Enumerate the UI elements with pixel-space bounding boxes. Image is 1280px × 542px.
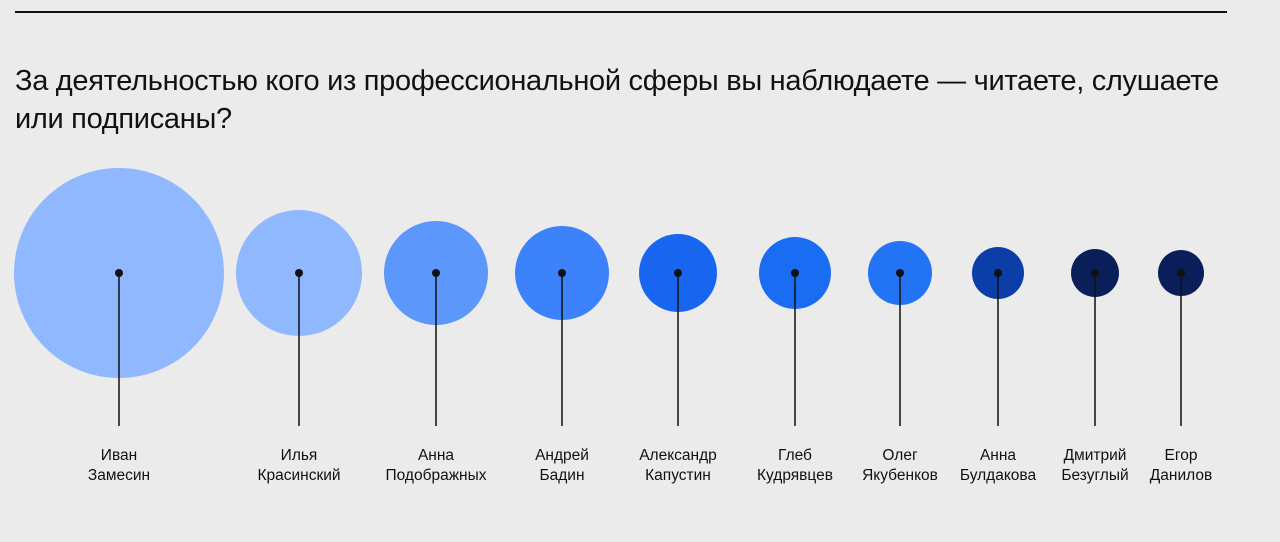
person-label-1: Иван Замесин bbox=[88, 447, 150, 484]
person-label-5: Александр Капустин bbox=[639, 447, 717, 484]
person-first-name: Анна bbox=[418, 447, 454, 464]
person-first-name: Дмитрий bbox=[1064, 447, 1127, 464]
person-first-name: Глеб bbox=[778, 447, 812, 464]
person-first-name: Егор bbox=[1165, 447, 1198, 464]
person-label-9: Дмитрий Безуглый bbox=[1061, 447, 1128, 484]
center-dot-9 bbox=[1091, 269, 1099, 277]
top-divider bbox=[15, 11, 1227, 13]
center-dot-1 bbox=[115, 269, 123, 277]
person-first-name: Иван bbox=[101, 447, 137, 464]
center-dot-10 bbox=[1177, 269, 1185, 277]
person-label-4: Андрей Бадин bbox=[535, 447, 589, 484]
person-last-name: Подображных bbox=[385, 467, 486, 484]
person-last-name: Кудрявцев bbox=[757, 467, 833, 484]
center-dot-8 bbox=[994, 269, 1002, 277]
person-label-2: Илья Красинский bbox=[257, 447, 340, 484]
center-dot-4 bbox=[558, 269, 566, 277]
center-dot-5 bbox=[674, 269, 682, 277]
person-last-name: Капустин bbox=[645, 467, 711, 484]
person-last-name: Замесин bbox=[88, 467, 150, 484]
person-label-3: Анна Подображных bbox=[385, 447, 486, 484]
stems-layer bbox=[115, 269, 1185, 426]
person-last-name: Бадин bbox=[539, 467, 584, 484]
person-last-name: Якубенков bbox=[862, 467, 938, 484]
person-last-name: Данилов bbox=[1150, 467, 1212, 484]
person-last-name: Красинский bbox=[257, 467, 340, 484]
person-label-8: Анна Булдакова bbox=[960, 447, 1037, 484]
person-first-name: Олег bbox=[882, 447, 918, 464]
labels-layer: Иван Замесин Илья Красинский Анна Подображных… bbox=[88, 447, 1212, 484]
center-dot-7 bbox=[896, 269, 904, 277]
center-dot-3 bbox=[432, 269, 440, 277]
bubbles-layer bbox=[14, 168, 1204, 378]
person-first-name: Александр bbox=[639, 447, 717, 464]
person-label-7: Олег Якубенков bbox=[862, 447, 938, 484]
chart-title: За деятельностью кого из профессионально… bbox=[15, 65, 1219, 135]
center-dot-6 bbox=[791, 269, 799, 277]
person-last-name: Булдакова bbox=[960, 467, 1037, 484]
center-dot-2 bbox=[295, 269, 303, 277]
person-last-name: Безуглый bbox=[1061, 467, 1128, 484]
person-first-name: Анна bbox=[980, 447, 1016, 464]
person-label-6: Глеб Кудрявцев bbox=[757, 447, 833, 484]
person-label-10: Егор Данилов bbox=[1150, 447, 1212, 484]
person-first-name: Андрей bbox=[535, 447, 589, 464]
person-first-name: Илья bbox=[281, 447, 318, 464]
